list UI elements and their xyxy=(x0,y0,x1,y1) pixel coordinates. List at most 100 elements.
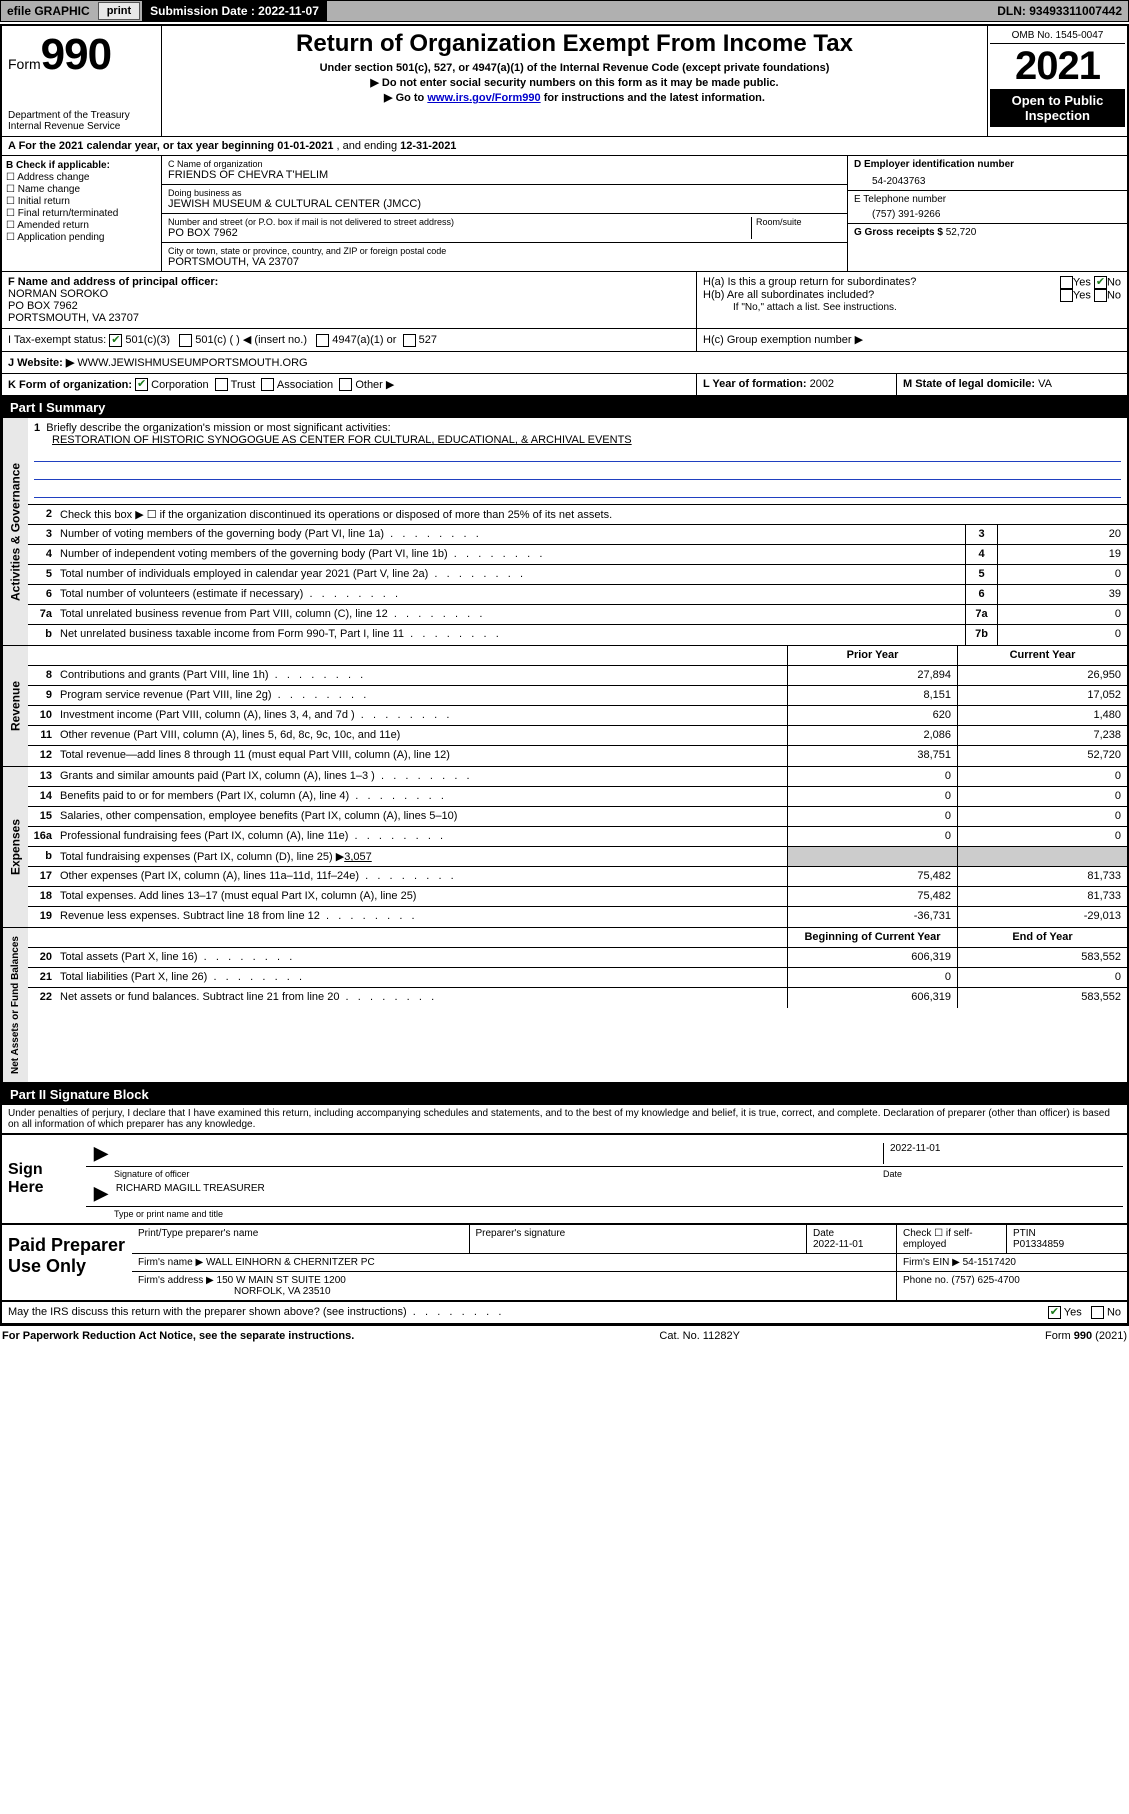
discuss-no[interactable] xyxy=(1091,1306,1104,1319)
c9: 17,052 xyxy=(957,686,1127,705)
chk-address-change[interactable]: Address change xyxy=(6,172,157,183)
line-a-begin: 01-01-2021 xyxy=(277,140,333,152)
rev-content: Prior YearCurrent Year 8Contributions an… xyxy=(28,646,1127,766)
discuss-txt: May the IRS discuss this return with the… xyxy=(8,1306,961,1319)
hb-no[interactable] xyxy=(1094,289,1107,302)
m-lbl: M State of legal domicile: xyxy=(903,378,1035,390)
hb-yes[interactable] xyxy=(1060,289,1073,302)
discuss-yes-lbl: Yes xyxy=(1064,1307,1082,1319)
hb-no-lbl: No xyxy=(1107,289,1121,301)
i-o1: 501(c)(3) xyxy=(125,334,170,346)
v7b: 0 xyxy=(997,625,1127,645)
sig-arrow2: ▶ xyxy=(86,1183,116,1204)
irs-link[interactable]: www.irs.gov/Form990 xyxy=(427,92,540,104)
discuss-no-lbl: No xyxy=(1107,1307,1121,1319)
dept-treasury: Department of the Treasury xyxy=(8,110,155,121)
p14: 0 xyxy=(787,787,957,806)
k-o3: Association xyxy=(277,379,333,391)
p10: 620 xyxy=(787,706,957,725)
part1-text: Part I Summary xyxy=(10,400,105,415)
efile-label: efile GRAPHIC xyxy=(1,4,96,18)
p8: 27,894 xyxy=(787,666,957,685)
org-name: FRIENDS OF CHEVRA T'HELIM xyxy=(168,169,841,181)
sig-line-1: ▶ 2022-11-01 xyxy=(86,1141,1123,1167)
ha-no-lbl: No xyxy=(1107,276,1121,288)
k-assoc[interactable] xyxy=(261,378,274,391)
ha-yes-lbl: Yes xyxy=(1073,276,1091,288)
l22: Net assets or fund balances. Subtract li… xyxy=(56,988,787,1008)
c13: 0 xyxy=(957,767,1127,786)
c20: 583,552 xyxy=(957,948,1127,967)
i-501c[interactable] xyxy=(179,334,192,347)
l16b: Total fundraising expenses (Part IX, col… xyxy=(56,847,787,866)
row-i: I Tax-exempt status: 501(c)(3) 501(c) ( … xyxy=(2,329,697,351)
na-hdr-prior: Beginning of Current Year xyxy=(787,928,957,947)
ha-yes[interactable] xyxy=(1060,276,1073,289)
chk-amended-return[interactable]: Amended return xyxy=(6,220,157,231)
k-lbl: K Form of organization: xyxy=(8,379,132,391)
sig-name-lbl: Type or print name and title xyxy=(86,1209,1123,1219)
ha-lbl: H(a) Is this a group return for subordin… xyxy=(703,276,916,289)
sig-decl: Under penalties of perjury, I declare th… xyxy=(2,1105,1127,1133)
c18: 81,733 xyxy=(957,887,1127,906)
line-a-mid: , and ending xyxy=(333,140,400,152)
i-4947[interactable] xyxy=(316,334,329,347)
f-lbl: F Name and address of principal officer: xyxy=(8,276,218,288)
form-header: Form990 Department of the Treasury Inter… xyxy=(2,26,1127,137)
ha-no[interactable] xyxy=(1094,276,1107,289)
subtitle-1: Under section 501(c), 527, or 4947(a)(1)… xyxy=(168,62,981,74)
l9: Program service revenue (Part VIII, line… xyxy=(56,686,787,705)
gross-val: 52,720 xyxy=(946,227,977,238)
row-j: J Website: ▶ WWW.JEWISHMUSEUMPORTSMOUTH.… xyxy=(2,352,1127,374)
p18: 75,482 xyxy=(787,887,957,906)
chk-name-change[interactable]: Name change xyxy=(6,184,157,195)
l18: Total expenses. Add lines 13–17 (must eq… xyxy=(56,887,787,906)
vlabel-governance: Activities & Governance xyxy=(2,418,28,645)
chk-app-pending[interactable]: Application pending xyxy=(6,232,157,243)
l20: Total assets (Part X, line 16) xyxy=(56,948,787,967)
tax-year: 2021 xyxy=(990,44,1125,89)
print-button[interactable]: print xyxy=(98,2,140,20)
c11: 7,238 xyxy=(957,726,1127,745)
paid-title: Paid Preparer Use Only xyxy=(2,1225,132,1300)
discuss-yes[interactable] xyxy=(1048,1306,1061,1319)
vlabel-netassets: Net Assets or Fund Balances xyxy=(2,928,28,1082)
row-city: City or town, state or province, country… xyxy=(162,243,847,271)
footer-mid: Cat. No. 11282Y xyxy=(659,1330,740,1342)
p16a: 0 xyxy=(787,827,957,846)
k-other[interactable] xyxy=(339,378,352,391)
i-527[interactable] xyxy=(403,334,416,347)
hb-yes-lbl: Yes xyxy=(1073,289,1091,301)
fphone-lbl: Phone no. xyxy=(903,1275,949,1286)
topbar: efile GRAPHIC print Submission Date : 20… xyxy=(0,0,1129,22)
addr-lbl: Number and street (or P.O. box if mail i… xyxy=(168,217,751,227)
chk-final-return[interactable]: Final return/terminated xyxy=(6,208,157,219)
col-defg: D Employer identification number 54-2043… xyxy=(847,156,1127,271)
footer-right: Form 990 (2021) xyxy=(1045,1330,1127,1342)
v6: 39 xyxy=(997,585,1127,604)
l17: Other expenses (Part IX, column (A), lin… xyxy=(56,867,787,886)
i-501c3[interactable] xyxy=(109,334,122,347)
p16b xyxy=(787,847,957,866)
paid-h5v: P01334859 xyxy=(1013,1239,1064,1250)
row-phone: E Telephone number (757) 391-9266 xyxy=(848,191,1127,224)
room-lbl: Room/suite xyxy=(756,217,841,227)
k-trust[interactable] xyxy=(215,378,228,391)
block-netassets: Net Assets or Fund Balances Beginning of… xyxy=(2,928,1127,1084)
k-o1: Corporation xyxy=(151,379,208,391)
k-corp[interactable] xyxy=(135,378,148,391)
m-val: VA xyxy=(1038,378,1052,390)
subtitle-2: Do not enter social security numbers on … xyxy=(168,76,981,89)
form-frame: Form990 Department of the Treasury Inter… xyxy=(0,24,1129,1326)
p19: -36,731 xyxy=(787,907,957,927)
l14: Benefits paid to or for members (Part IX… xyxy=(56,787,787,806)
row-ihc: I Tax-exempt status: 501(c)(3) 501(c) ( … xyxy=(2,329,1127,352)
paid-row-1: Print/Type preparer's name Preparer's si… xyxy=(132,1225,1127,1254)
header-left: Form990 Department of the Treasury Inter… xyxy=(2,26,162,136)
c8: 26,950 xyxy=(957,666,1127,685)
ein: 54-1517420 xyxy=(963,1257,1016,1268)
chk-initial-return[interactable]: Initial return xyxy=(6,196,157,207)
c14: 0 xyxy=(957,787,1127,806)
l19: Revenue less expenses. Subtract line 18 … xyxy=(56,907,787,927)
l-lbl: L Year of formation: xyxy=(703,378,807,390)
